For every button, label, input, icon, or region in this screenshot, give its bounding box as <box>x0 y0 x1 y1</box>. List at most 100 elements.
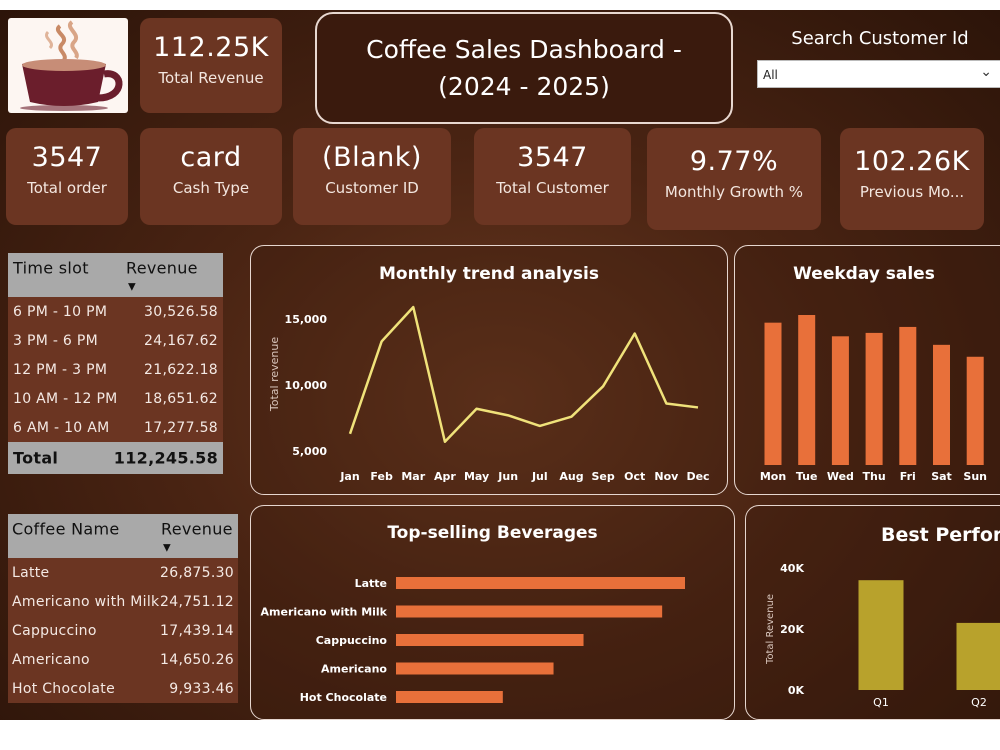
kpi-label: Cash Type <box>172 179 250 197</box>
y-tick-label: 5,000 <box>292 445 327 458</box>
bar <box>396 577 685 589</box>
table-row[interactable]: 6 AM - 10 AM 17,277.58 <box>8 413 223 442</box>
bar <box>764 322 782 465</box>
kpi-value: (Blank) <box>322 142 422 173</box>
table-row[interactable]: 10 AM - 12 PM 18,651.62 <box>8 384 223 413</box>
x-tick-label: Dec <box>686 470 709 483</box>
cell-revenue: 30,526.58 <box>144 303 218 320</box>
table-row[interactable]: Americano 14,650.26 <box>8 645 238 674</box>
cell-revenue: 14,650.26 <box>160 651 234 668</box>
y-tick-label: 20K <box>780 623 804 636</box>
bar <box>396 634 584 646</box>
kpi-value: 3547 <box>31 142 103 173</box>
kpi-value: 102.26K <box>854 146 970 177</box>
weekday-sales-panel[interactable]: Weekday sales Mon Tue Wed Thu Fri Sat Sun <box>734 245 1000 495</box>
total-value: 112,245.58 <box>113 448 218 468</box>
cell-revenue: 24,167.62 <box>144 332 218 349</box>
series-line <box>348 305 699 444</box>
best-performing-panel[interactable]: Best Perform Total Revenue 40K 20K 0K Q1 Q2 <box>745 505 1000 720</box>
bar <box>858 580 904 690</box>
kpi-label: Total Revenue <box>158 69 264 87</box>
top-beverages-panel[interactable]: Top-selling Beverages Latte Americano wit… <box>250 505 735 720</box>
x-tick-label: Mon <box>760 470 786 483</box>
x-tick-label: Jun <box>497 470 518 483</box>
column-header-time-slot[interactable]: Time slot <box>13 258 89 278</box>
x-tick-label: Jul <box>531 470 548 483</box>
dashboard: 112.25K Total Revenue Coffee Sales Dashb… <box>0 10 1000 720</box>
table-row[interactable]: Cappuccino 17,439.14 <box>8 616 238 645</box>
kpi-card-monthly-growth[interactable]: 9.77% Monthly Growth % <box>647 128 821 230</box>
kpi-value: 112.25K <box>153 32 269 63</box>
monthly-trend-panel[interactable]: Monthly trend analysis Total revenue 5,0… <box>250 245 728 495</box>
column-header-revenue[interactable]: Revenue <box>126 258 198 278</box>
cell-revenue: 17,439.14 <box>160 622 234 639</box>
x-tick-label: Apr <box>434 470 456 483</box>
kpi-card-customer-id[interactable]: (Blank) Customer ID <box>293 128 451 225</box>
x-tick-label: Nov <box>654 470 679 483</box>
y-tick-label: 15,000 <box>285 313 328 326</box>
y-tick-label: Americano with Milk <box>261 606 388 619</box>
table-row[interactable]: 12 PM - 3 PM 21,622.18 <box>8 355 223 384</box>
cell-name: Cappuccino <box>12 622 97 639</box>
table-row[interactable]: Latte 26,875.30 <box>8 558 238 587</box>
beverages-bar-chart: Latte Americano with Milk Cappuccino Americ… <box>261 577 685 704</box>
chart-title: Monthly trend analysis <box>378 264 599 284</box>
x-tick-label: Thu <box>863 470 886 483</box>
x-tick-label: Oct <box>624 470 645 483</box>
y-tick-label: 40K <box>780 562 804 575</box>
bar <box>396 605 663 618</box>
cell-slot: 12 PM - 3 PM <box>13 361 108 378</box>
bar <box>798 315 816 465</box>
column-header-coffee-name[interactable]: Coffee Name <box>12 519 120 539</box>
bar <box>966 356 984 465</box>
table-row[interactable]: 3 PM - 6 PM 24,167.62 <box>8 326 223 355</box>
cell-slot: 6 AM - 10 AM <box>13 419 110 436</box>
chart-title: Top-selling Beverages <box>387 523 598 543</box>
quarter-bar-chart: Total Revenue 40K 20K 0K Q1 Q2 <box>765 562 1000 709</box>
kpi-card-total-customer[interactable]: 3547 Total Customer <box>474 128 631 225</box>
table-header[interactable]: Coffee Name Revenue ▼ <box>8 514 238 558</box>
cell-revenue: 9,933.46 <box>169 680 234 697</box>
weekday-bar-chart: Mon Tue Wed Thu Fri Sat Sun <box>760 315 987 483</box>
y-tick-label: Hot Chocolate <box>300 691 387 704</box>
column-header-revenue[interactable]: Revenue <box>161 519 233 539</box>
coffee-table: Coffee Name Revenue ▼ Latte 26,875.30 Ame… <box>8 514 238 703</box>
kpi-card-total-revenue[interactable]: 112.25K Total Revenue <box>140 18 282 113</box>
kpi-card-previous-month[interactable]: 102.26K Previous Mo... <box>840 128 984 230</box>
y-tick-label: Cappuccino <box>316 634 388 647</box>
sort-desc-icon[interactable]: ▼ <box>163 542 171 554</box>
kpi-value: card <box>180 142 242 173</box>
coffee-cup-logo <box>8 18 128 113</box>
dropdown-value: All <box>763 68 778 82</box>
table-row[interactable]: Americano with Milk 24,751.12 <box>8 587 238 616</box>
kpi-card-total-order[interactable]: 3547 Total order <box>6 128 128 225</box>
bar <box>956 622 1000 690</box>
page-title: Coffee Sales Dashboard - (2024 - 2025) <box>366 35 682 101</box>
cell-name: Hot Chocolate <box>12 680 115 697</box>
chart-title: Weekday sales <box>793 264 935 284</box>
table-header[interactable]: Time slot Revenue ▼ <box>8 253 223 297</box>
bar <box>865 332 883 465</box>
y-tick-label: Latte <box>355 577 387 590</box>
cell-revenue: 18,651.62 <box>144 390 218 407</box>
sort-desc-icon[interactable]: ▼ <box>128 281 136 293</box>
y-tick-label: Americano <box>321 663 387 676</box>
cell-slot: 3 PM - 6 PM <box>13 332 99 349</box>
table-row[interactable]: Hot Chocolate 9,933.46 <box>8 674 238 703</box>
x-tick-label: Q2 <box>971 696 987 709</box>
y-axis-label: Total revenue <box>268 337 281 412</box>
x-tick-label: Sat <box>931 470 952 483</box>
y-tick-label: 0K <box>788 684 805 697</box>
cell-name: Americano with Milk <box>12 593 160 610</box>
customer-id-dropdown[interactable]: All ⌄ <box>757 60 1000 88</box>
kpi-label: Total Customer <box>496 179 609 197</box>
bar <box>933 344 950 465</box>
table-row[interactable]: 6 PM - 10 PM 30,526.58 <box>8 297 223 326</box>
y-axis-label: Total Revenue <box>765 594 776 665</box>
cell-slot: 10 AM - 12 PM <box>13 390 118 407</box>
kpi-card-cash-type[interactable]: card Cash Type <box>140 128 282 225</box>
chevron-down-icon: ⌄ <box>980 64 992 80</box>
x-tick-label: Sun <box>963 470 987 483</box>
x-tick-label: Jan <box>339 470 359 483</box>
dashboard-title: Coffee Sales Dashboard - (2024 - 2025) <box>315 12 733 124</box>
